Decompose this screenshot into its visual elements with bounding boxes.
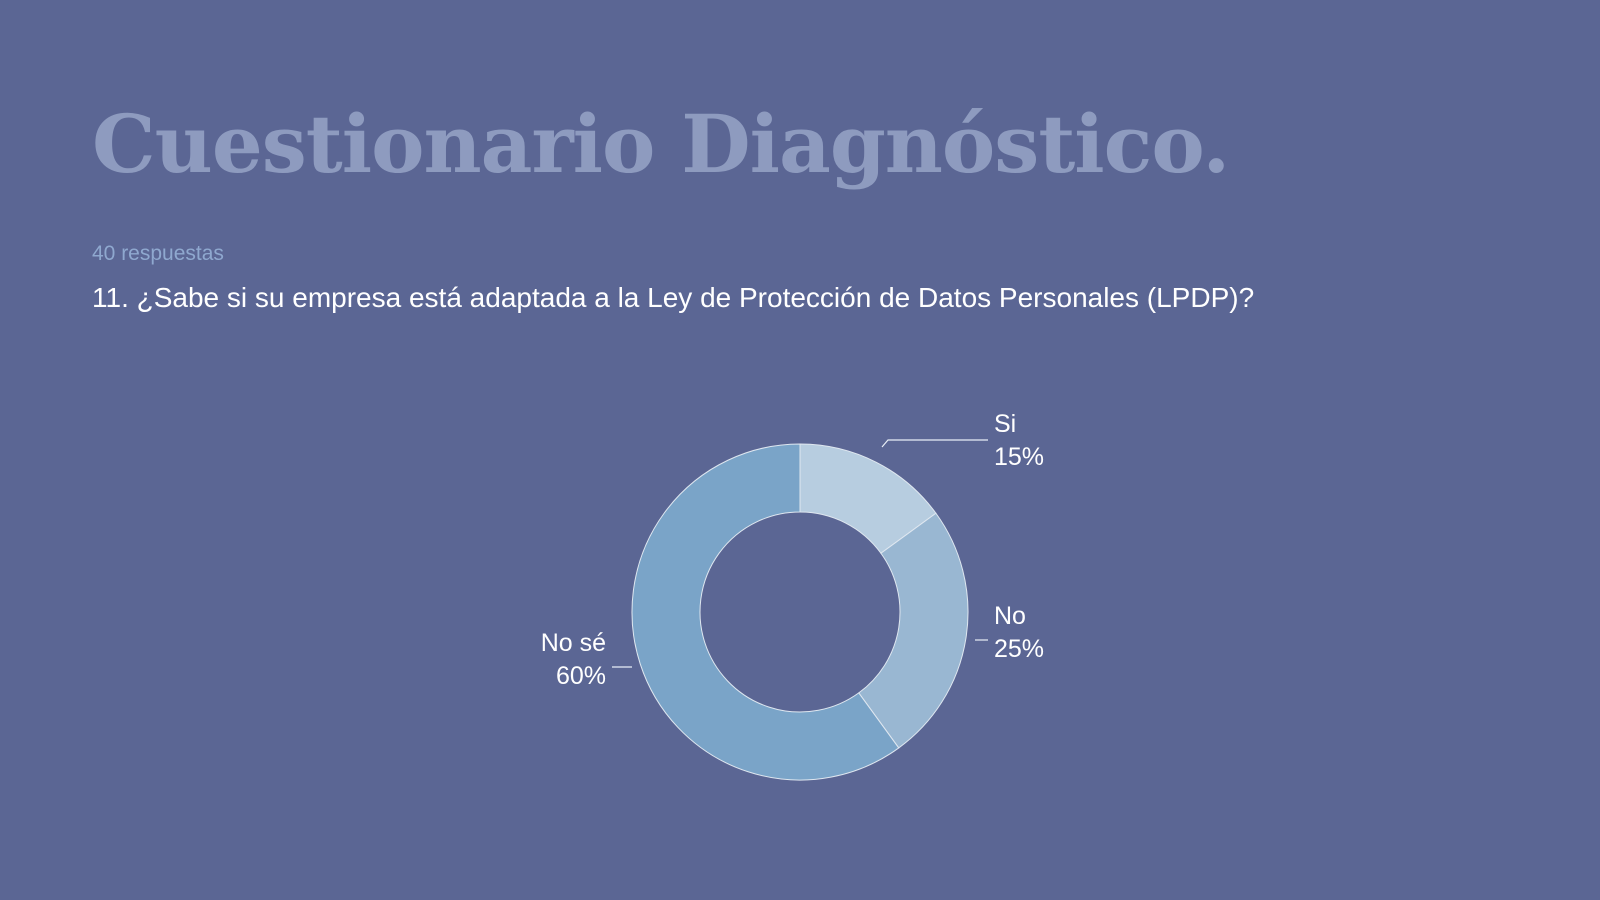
slice-label-no-se: No sé	[541, 629, 606, 657]
response-count: 40 respuestas	[92, 242, 224, 265]
slice-percent-no: 25%	[994, 635, 1044, 663]
slice-no-se	[631, 443, 900, 781]
question-text: 11. ¿Sabe si su empresa está adaptada a …	[92, 282, 1255, 313]
slice-label-si: Si	[994, 410, 1016, 438]
slice-label-no: No	[994, 602, 1026, 630]
slice-percent-no-se: 60%	[556, 662, 606, 690]
slice-no	[858, 512, 969, 749]
slide-title: Cuestionario Diagnóstico.	[92, 97, 1230, 191]
leader-line-si	[881, 439, 988, 448]
slice-percent-si: 15%	[994, 443, 1044, 471]
